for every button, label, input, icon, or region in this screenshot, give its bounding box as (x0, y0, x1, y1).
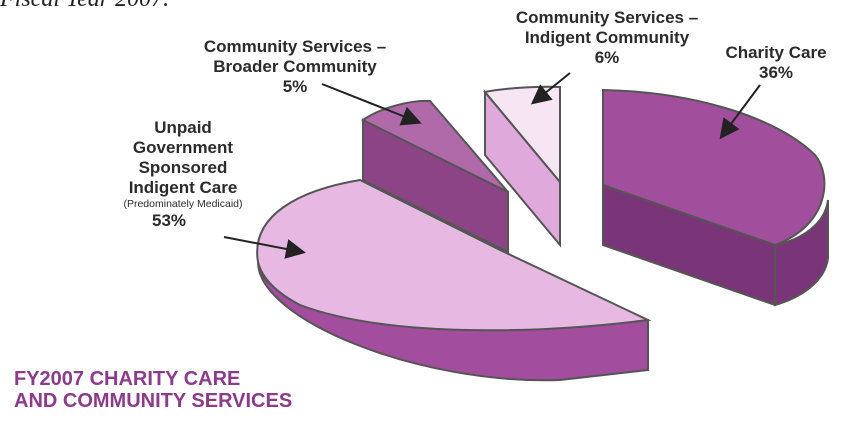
arrow-broader (321, 83, 422, 126)
arrow-charity (719, 84, 761, 140)
pct-broader: 5% (282, 77, 308, 96)
pct-charity: 36% (758, 63, 794, 82)
slice-charity-top (602, 88, 826, 247)
sublabel-unpaid: (Predominately Medicaid) (123, 198, 243, 210)
slice-charity (602, 88, 829, 307)
slice-broader (361, 99, 509, 254)
pct-indigent: 6% (594, 48, 620, 67)
slice-broader-top (361, 99, 509, 193)
pct-unpaid: 53% (152, 211, 187, 230)
arrow-unpaid (223, 236, 306, 259)
label-unpaid: Unpaid Government Sponsored Indigent Car… (108, 118, 258, 231)
slice-unpaid-top (256, 178, 652, 332)
label-broader: Community Services – Broader Community 5… (190, 37, 400, 97)
slice-indigent (483, 85, 561, 248)
chart-title: FY2007 CHARITY CARE AND COMMUNITY SERVIC… (14, 368, 293, 412)
label-indigent: Community Services – Indigent Community … (502, 8, 712, 68)
slice-charity-side-outer (774, 199, 829, 307)
slice-unpaid (256, 178, 652, 382)
label-charity: Charity Care 36% (716, 43, 836, 83)
arrow-indigent (530, 72, 571, 105)
top-caption: Fiscal Year 2007. (0, 0, 169, 13)
